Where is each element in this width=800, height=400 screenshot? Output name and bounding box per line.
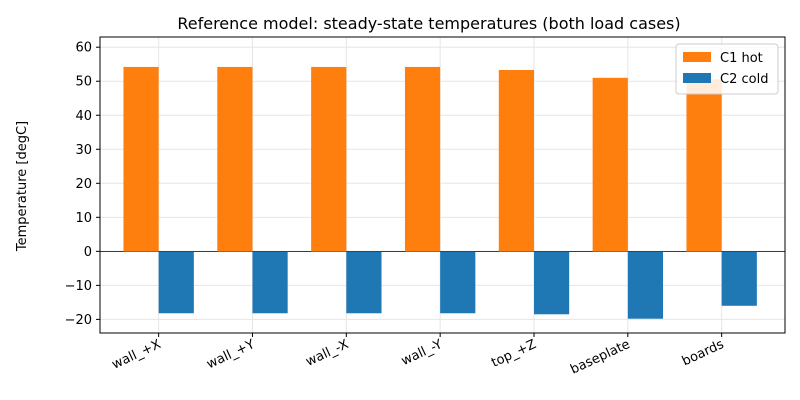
- y-axis-label: Temperature [degC]: [15, 121, 30, 252]
- bar-c2-cold: [627, 251, 664, 319]
- bar-c1-hot: [311, 66, 347, 252]
- bar-c1-hot: [498, 70, 534, 252]
- y-tick-label: 10: [75, 211, 92, 226]
- y-tick-label: 20: [75, 177, 92, 192]
- bar-c2-cold: [252, 251, 288, 314]
- bar-c1-hot: [592, 77, 628, 252]
- x-tick-label: wall_-Y: [399, 337, 445, 369]
- bar-c1-hot: [404, 66, 441, 252]
- plot-frame: [99, 36, 786, 334]
- legend-swatch-c1-hot: [683, 52, 711, 62]
- y-tick-label: 0: [84, 245, 92, 260]
- bar-c2-cold: [533, 251, 570, 315]
- chart-title: Reference model: steady-state temperatur…: [177, 14, 680, 33]
- bar-c2-cold: [440, 251, 476, 314]
- x-tick-label: wall_+X: [110, 337, 164, 373]
- y-tick-label: 50: [75, 75, 92, 90]
- y-tick-label: 30: [75, 143, 92, 158]
- bar-c2-cold: [721, 251, 757, 306]
- legend-label-c2-cold: C2 cold: [720, 72, 768, 87]
- bars-group: [123, 66, 757, 319]
- legend-swatch-c2-cold: [683, 73, 711, 83]
- legend-label-c1-hot: C1 hot: [720, 51, 763, 66]
- x-tick-label: wall_-X: [304, 337, 351, 370]
- x-tick-label: wall_+Y: [204, 337, 257, 372]
- bar-c1-hot: [123, 66, 159, 252]
- y-axis-ticks: −20 −10 0 10 20 30 40 50 60: [65, 41, 100, 328]
- y-tick-label: 60: [75, 41, 92, 56]
- x-tick-label: boards: [680, 337, 727, 369]
- bar-c2-cold: [346, 251, 382, 314]
- y-tick-label: −20: [65, 313, 92, 328]
- x-axis-ticks: wall_+X wall_+Y wall_-X wall_-Y top_+Z basepl…: [110, 333, 727, 378]
- bar-c2-cold: [158, 251, 194, 314]
- bar-c1-hot: [217, 66, 253, 252]
- plot-frame-border: [99, 36, 786, 334]
- y-tick-label: 40: [75, 109, 92, 124]
- x-tick-label: baseplate: [568, 337, 632, 378]
- x-tick-label: top_+Z: [489, 337, 539, 371]
- bar-c1-hot: [686, 79, 722, 252]
- legend: C1 hot C2 cold: [675, 43, 779, 95]
- y-tick-label: −10: [65, 279, 92, 294]
